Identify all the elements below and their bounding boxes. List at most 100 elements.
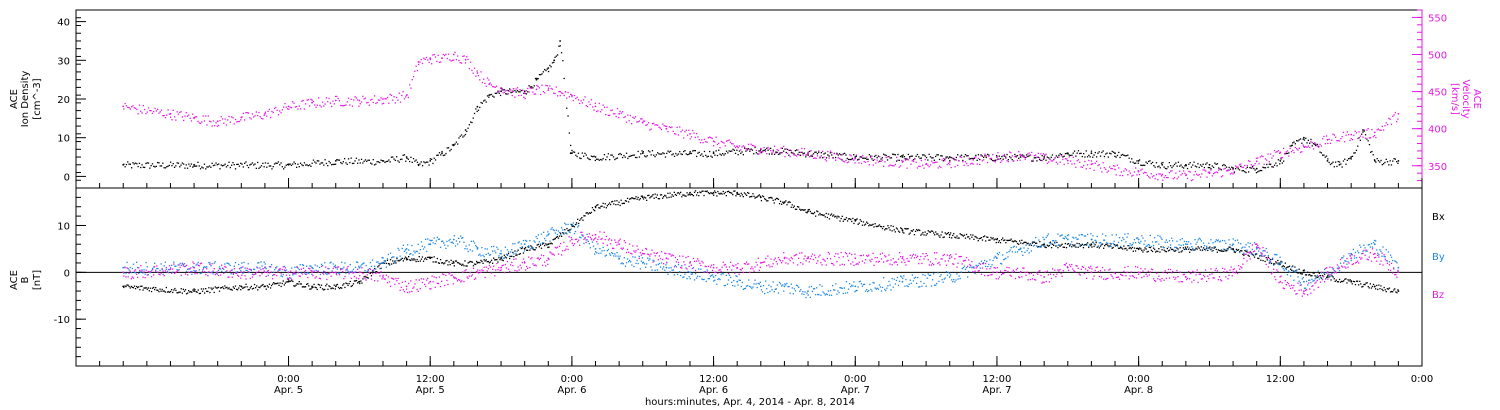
bx-point <box>946 232 949 235</box>
bx-point <box>551 243 553 245</box>
by-point <box>204 266 206 268</box>
by-point <box>142 272 144 274</box>
bx-point <box>330 288 332 290</box>
by-point <box>862 283 865 286</box>
bx-point <box>191 291 193 293</box>
density-point <box>473 112 476 115</box>
by-point <box>548 233 550 235</box>
density-point <box>368 159 370 161</box>
bx-point <box>240 289 242 291</box>
bx-point <box>883 225 885 228</box>
bx-point <box>1293 270 1295 272</box>
by-point <box>999 262 1002 265</box>
bx-point <box>895 227 898 229</box>
by-point <box>1378 254 1380 256</box>
velocity-point <box>219 120 221 122</box>
by-point <box>293 273 295 275</box>
velocity-point <box>563 94 565 97</box>
bx-point <box>1008 239 1010 241</box>
by-point <box>691 273 693 275</box>
velocity-point <box>922 164 924 166</box>
by-point <box>1393 268 1395 270</box>
velocity-point <box>496 85 498 87</box>
bx-point <box>476 260 478 263</box>
bx-point <box>141 285 143 287</box>
by-point <box>1027 247 1029 250</box>
velocity-point <box>155 110 157 112</box>
velocity-point <box>740 149 742 151</box>
density-point <box>1263 167 1265 169</box>
density-point <box>1120 154 1122 156</box>
bx-point <box>1196 248 1198 250</box>
velocity-point <box>709 136 711 138</box>
bx-point <box>1190 249 1192 251</box>
density-point <box>1010 157 1012 159</box>
by-point <box>280 275 282 277</box>
velocity-point <box>470 61 472 63</box>
bx-point <box>1281 266 1283 268</box>
by-point <box>199 272 201 275</box>
by-point <box>1165 239 1167 241</box>
velocity-point <box>1312 148 1315 150</box>
bx-point <box>1397 289 1399 291</box>
density-point <box>177 162 180 164</box>
bx-point <box>667 192 669 194</box>
by-point <box>336 268 339 270</box>
velocity-point <box>1064 158 1067 160</box>
by-point <box>811 290 814 292</box>
density-point <box>483 100 485 102</box>
by-point <box>1380 250 1382 253</box>
bx-point <box>1304 274 1307 276</box>
by-point <box>981 262 984 265</box>
bx-point <box>692 195 695 197</box>
bx-point <box>711 193 714 195</box>
by-point <box>399 255 401 257</box>
bx-point <box>836 217 838 219</box>
bx-point <box>318 284 321 286</box>
density-point <box>534 77 537 80</box>
velocity-point <box>640 118 642 120</box>
bx-point <box>1012 241 1014 243</box>
bz-point <box>157 271 159 273</box>
velocity-point <box>240 119 242 121</box>
density-point <box>1011 159 1013 161</box>
velocity-point <box>612 113 615 115</box>
density-point <box>650 154 652 156</box>
by-point <box>473 242 476 244</box>
by-point <box>839 287 841 289</box>
velocity-point <box>794 154 796 156</box>
velocity-point <box>414 70 416 72</box>
by-point <box>650 266 652 268</box>
velocity-point <box>602 104 604 106</box>
density-point <box>445 152 447 155</box>
velocity-point <box>434 56 437 58</box>
bx-point <box>647 194 649 197</box>
bx-point <box>377 266 379 268</box>
velocity-point <box>759 151 761 154</box>
velocity-point <box>1060 155 1063 157</box>
velocity-point <box>942 157 945 160</box>
bx-point <box>1283 266 1285 268</box>
by-point <box>144 273 146 275</box>
by-point <box>459 241 461 243</box>
density-point <box>1144 164 1146 166</box>
bx-point <box>1351 283 1353 285</box>
velocity-point <box>485 85 487 87</box>
by-point <box>1070 243 1072 245</box>
velocity-point <box>636 121 638 123</box>
by-point <box>770 286 772 288</box>
velocity-point <box>802 154 804 156</box>
by-point <box>537 234 539 236</box>
velocity-point <box>954 166 956 168</box>
bz-point <box>281 268 283 271</box>
density-point <box>1264 167 1267 169</box>
density-point <box>762 150 764 152</box>
by-point <box>860 283 862 285</box>
bx-point <box>433 256 435 258</box>
density-point <box>545 69 547 72</box>
velocity-point <box>629 114 631 117</box>
bx-point <box>681 196 683 198</box>
bx-point <box>1229 246 1231 248</box>
density-point <box>1293 141 1295 143</box>
bx-point <box>489 261 492 263</box>
